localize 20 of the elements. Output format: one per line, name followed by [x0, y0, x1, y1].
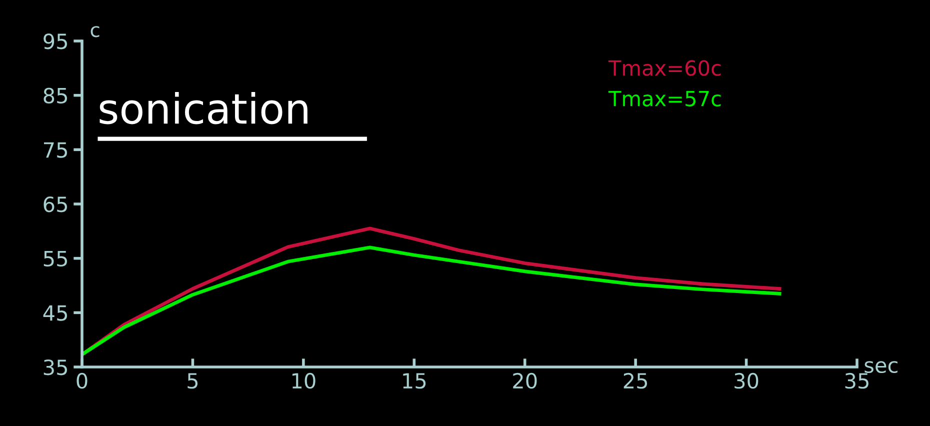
y-tick-label: 55: [44, 251, 67, 267]
y-tick-label: 65: [44, 196, 67, 212]
text: Tmax=60c: [608, 60, 721, 76]
y-tick-label: 35: [44, 359, 67, 376]
y-axis-title: c: [90, 26, 100, 38]
x-tick-label: 10: [292, 372, 316, 389]
annotation: sonication: [100, 92, 308, 124]
x-tick-label: 25: [624, 372, 648, 389]
x-tick-label: 20: [513, 372, 537, 389]
y-tick-label: 45: [43, 305, 67, 321]
text: Tmax=57c: [608, 90, 721, 106]
x-tick-label: 30: [734, 372, 758, 389]
y-tick-label: 75: [44, 142, 67, 158]
y-tick-label: 85: [44, 88, 67, 104]
x-axis-title: sec: [864, 361, 898, 374]
x-tick-label: 5: [188, 373, 198, 389]
y-tick-label: 95: [44, 33, 67, 50]
x-tick-label: 35: [845, 372, 868, 389]
x-tick-label: 0: [76, 372, 88, 389]
x-tick-label: 15: [403, 373, 426, 389]
